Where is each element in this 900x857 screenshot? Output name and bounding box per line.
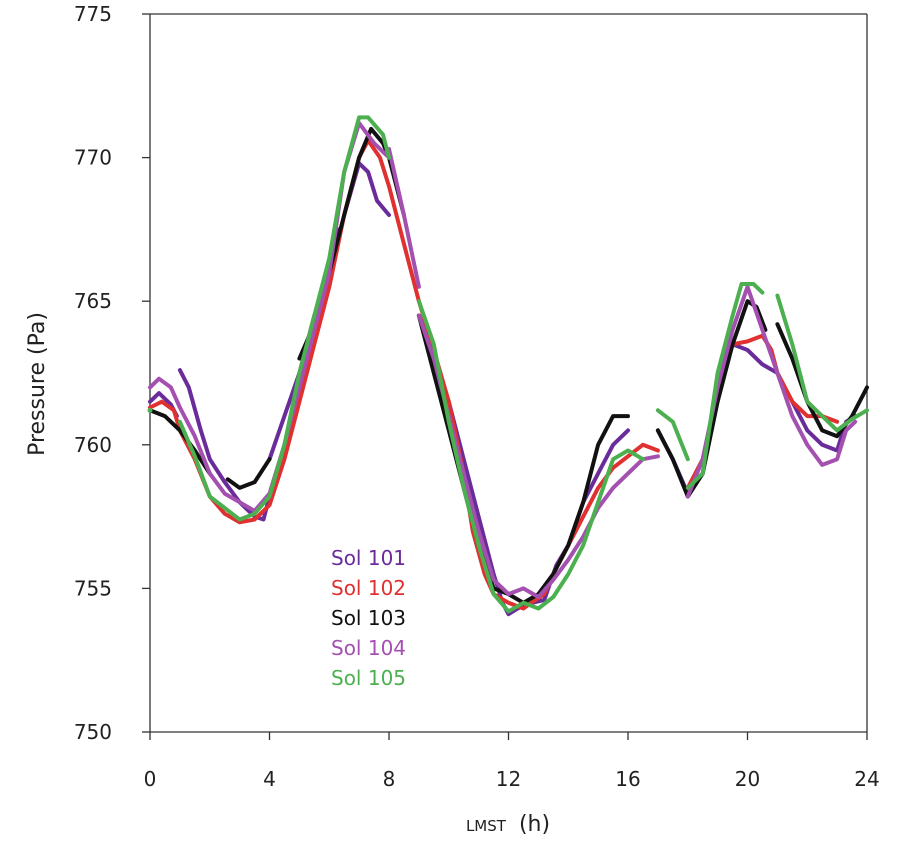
legend-entry: Sol 105 — [331, 666, 406, 690]
series-line-segment — [416, 299, 645, 614]
series-line-segment — [685, 282, 765, 490]
legend: Sol 101 Sol 102 Sol 103 Sol 104 Sol 105 — [331, 546, 406, 690]
series-line-segment — [775, 293, 869, 433]
series-line-segment — [225, 457, 272, 490]
series-sol-103 — [148, 126, 869, 605]
x-tick-label: 4 — [263, 767, 276, 791]
y-tick-label: 760 — [74, 433, 112, 457]
x-axis-title: LMST (h) — [466, 812, 550, 837]
x-tick-label: 0 — [144, 767, 157, 791]
series-sol-102 — [148, 138, 840, 611]
x-tick-label: 16 — [615, 767, 640, 791]
y-ticks: 750 755 760 765 770 775 — [74, 2, 150, 744]
x-ticks: 0 4 8 12 16 20 24 — [144, 732, 880, 791]
x-tick-label: 12 — [496, 767, 521, 791]
series-line-segment — [775, 322, 869, 439]
legend-entry: Sol 102 — [331, 576, 406, 600]
series-sol-105 — [147, 115, 869, 614]
series-line-segment — [655, 299, 768, 499]
y-tick-label: 755 — [74, 576, 112, 600]
x-axis-title-unit: (h) — [519, 812, 550, 837]
series-line-segment — [148, 408, 212, 476]
plot-area — [149, 13, 868, 733]
x-axis-title-prefix: LMST — [466, 817, 507, 835]
x-tick-label: 20 — [735, 767, 760, 791]
series-line-segment — [387, 147, 421, 289]
legend-entry: Sol 104 — [331, 636, 406, 660]
y-axis-title: Pressure (Pa) — [25, 312, 50, 456]
series-point — [147, 407, 153, 413]
series-layer — [147, 115, 869, 617]
x-tick-label: 8 — [383, 767, 396, 791]
x-tick-label: 24 — [854, 767, 879, 791]
y-tick-label: 765 — [74, 289, 112, 313]
series-line-segment — [416, 313, 630, 605]
y-tick-label: 750 — [74, 720, 112, 744]
y-tick-label: 770 — [74, 146, 112, 170]
series-sol-101 — [148, 161, 858, 617]
y-tick-label: 775 — [74, 2, 112, 26]
series-line-segment — [177, 368, 272, 522]
series-sol-104 — [148, 121, 858, 599]
series-line-segment — [416, 313, 660, 599]
series-line-segment — [177, 115, 391, 522]
legend-entry: Sol 103 — [331, 606, 406, 630]
series-line-segment — [416, 313, 630, 617]
series-line-segment — [655, 408, 690, 462]
legend-entry: Sol 101 — [331, 546, 406, 570]
series-line-segment — [685, 284, 858, 499]
